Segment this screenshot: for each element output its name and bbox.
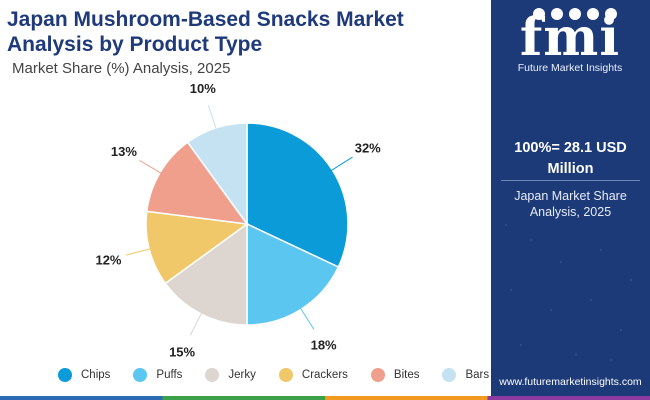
logo-icons — [533, 8, 617, 20]
market-total: 100%= 28.1 USD Million — [514, 140, 627, 177]
legend-label: Chips — [81, 369, 111, 381]
logo-text: fmi — [519, 7, 621, 68]
legend-item-chips: Chips — [58, 368, 110, 382]
data-label-bites: 13% — [111, 144, 137, 159]
legend-label: Bars — [465, 369, 490, 381]
data-label-chips: 32% — [355, 140, 381, 155]
leader-line-puffs — [299, 307, 315, 330]
logo-subtitle: Future Market Insights — [517, 62, 623, 74]
legend-label: Jerky — [228, 369, 256, 381]
leader-line-chips — [330, 156, 353, 172]
data-label-crackers: 12% — [95, 253, 121, 268]
legend-swatch — [442, 368, 457, 382]
leader-line-bars — [207, 104, 217, 130]
leader-line-jerky — [189, 311, 203, 336]
leader-line-crackers — [125, 248, 152, 256]
dot-pattern — [504, 223, 633, 362]
pie-chart: 32% 18% 15% 12% 13% 10% — [95, 81, 381, 359]
legend-item-jerky: Jerky — [205, 368, 256, 382]
legend-swatch — [58, 368, 72, 382]
website-link[interactable]: www.futuremarketinsights.com — [499, 376, 642, 388]
fmi-logo: fmi Future Market Insights — [509, 4, 631, 74]
info-panel: fmi Future Market Insights 100%= 28.1 US… — [491, 0, 650, 396]
legend-swatch — [278, 368, 293, 382]
chart-subtitle: Market Share (%) Analysis, 2025 — [12, 60, 231, 77]
region-label: Japan Market Share Analysis, 2025 — [514, 189, 627, 219]
legend-swatch — [205, 368, 220, 382]
data-label-jerky: 15% — [169, 344, 195, 359]
chart-legend: Chips Puffs Jerky Crackers Bites Bars — [58, 368, 512, 382]
legend-label: Bites — [393, 369, 420, 381]
legend-swatch — [370, 368, 385, 382]
bottom-color-bar — [0, 396, 650, 400]
legend-item-crackers: Crackers — [278, 368, 348, 382]
legend-label: Puffs — [156, 369, 183, 381]
data-label-bars: 10% — [190, 81, 216, 96]
legend-item-puffs: Puffs — [133, 368, 182, 382]
data-label-puffs: 18% — [311, 338, 337, 353]
legend-label: Crackers — [301, 369, 348, 381]
legend-item-bars: Bars — [442, 368, 489, 382]
legend-item-bites: Bites — [370, 368, 420, 382]
legend-swatch — [133, 368, 148, 382]
panel-divider — [501, 180, 640, 181]
chart-title: Japan Mushroom-Based Snacks Market Analy… — [7, 8, 404, 56]
leader-line-bites — [139, 159, 163, 175]
